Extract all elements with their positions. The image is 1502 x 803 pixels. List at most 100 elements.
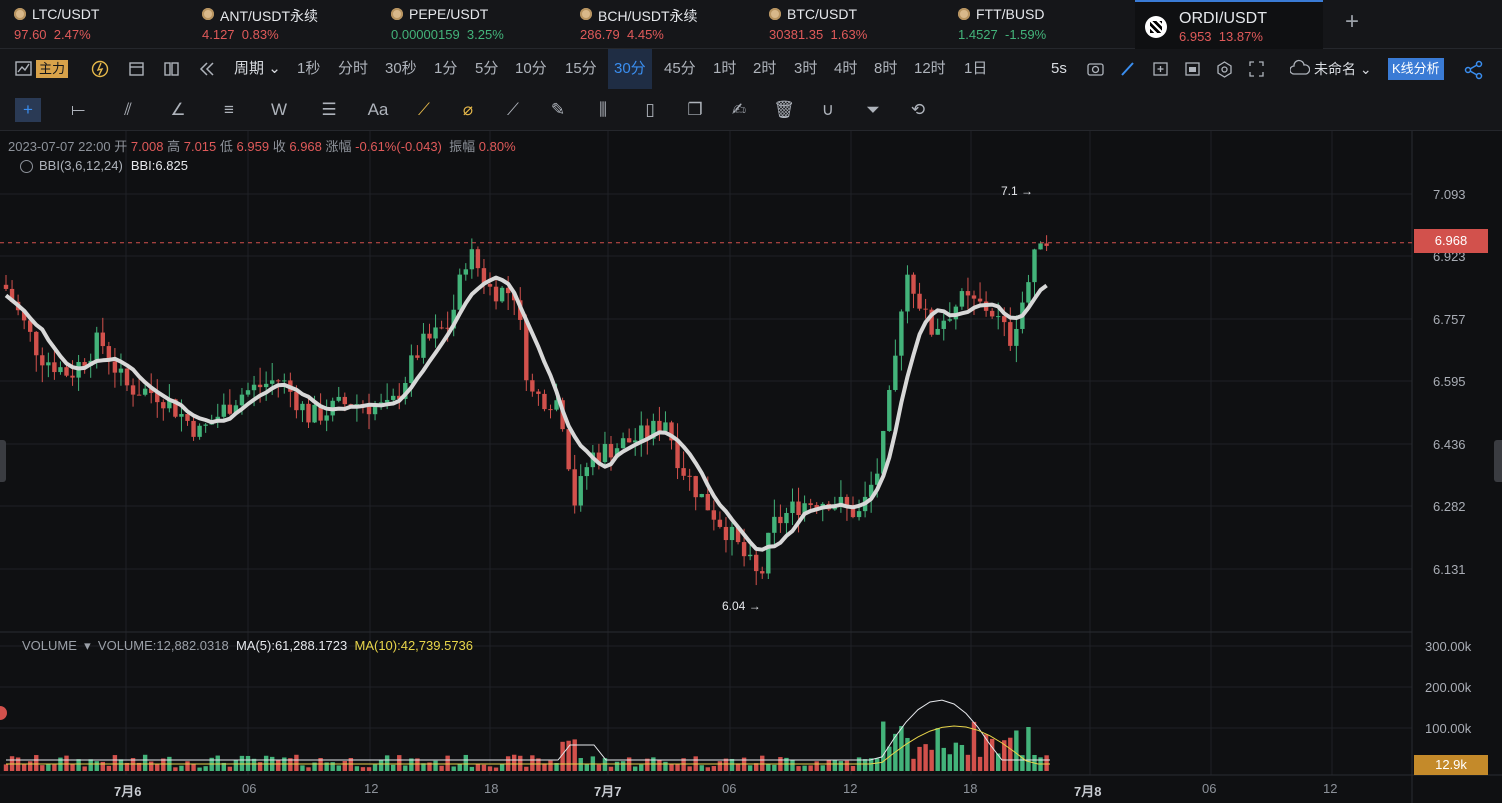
template-icon[interactable]	[1184, 49, 1202, 89]
share-icon[interactable]	[1464, 49, 1484, 89]
interval-3h[interactable]: 3时	[794, 60, 818, 77]
candle-body	[185, 414, 190, 421]
candle-body	[705, 493, 710, 511]
angle-icon[interactable]: ∠	[170, 100, 186, 119]
sync-icon[interactable]: ⟲	[910, 100, 926, 119]
crosshair-icon[interactable]: +	[15, 98, 41, 122]
layout-icon[interactable]	[163, 49, 181, 89]
ticker-value: 30381.35 1.63%	[769, 27, 868, 42]
gann-icon[interactable]: ☰	[321, 100, 337, 119]
ruler-icon[interactable]: ⟋	[507, 100, 519, 119]
eraser-icon[interactable]: ⌀	[462, 100, 474, 119]
note-icon[interactable]: ✍	[731, 100, 747, 119]
bbi-legend[interactable]: BBI(3,6,12,24) BBI:6.825	[20, 158, 188, 174]
visibility-icon[interactable]	[20, 160, 33, 174]
candle-body	[21, 310, 27, 321]
alert-marker[interactable]	[0, 706, 7, 720]
interval-45m[interactable]: 45分	[664, 60, 696, 77]
volume-bar	[717, 761, 723, 771]
add-chart-icon[interactable]	[1152, 49, 1170, 89]
volume-bar	[487, 766, 493, 771]
candle-body	[808, 503, 813, 506]
settings-icon[interactable]	[1216, 49, 1234, 89]
left-scroll-handle[interactable]	[0, 440, 6, 482]
interval-5m[interactable]: 5分	[475, 60, 499, 77]
candle-body	[384, 399, 390, 403]
volume-bar	[596, 764, 602, 771]
duplicate-icon[interactable]: ❐	[687, 100, 703, 119]
interval-30s[interactable]: 30秒	[385, 60, 417, 77]
volume-bar	[524, 766, 529, 771]
fib-icon[interactable]: ≡	[224, 100, 234, 119]
right-scroll-handle[interactable]	[1494, 440, 1502, 482]
ticker-ltc[interactable]: LTC/USDT 97.60 2.47%	[14, 0, 184, 48]
interval-1m[interactable]: 1分	[434, 60, 458, 77]
candle-body	[675, 440, 680, 469]
interval-10m[interactable]: 10分	[515, 60, 547, 77]
interval-1d[interactable]: 1日	[964, 60, 988, 77]
interval-1h[interactable]: 1时	[713, 60, 737, 77]
volume-bar	[415, 758, 420, 771]
candle-body	[790, 501, 795, 514]
kline-analysis-button[interactable]: K线分析	[1388, 58, 1444, 80]
candle-body	[457, 274, 462, 310]
cloud-save-icon[interactable]	[1289, 49, 1311, 89]
pen-icon[interactable]: ✎	[550, 100, 566, 119]
interval-1s[interactable]: 1秒	[297, 60, 321, 77]
ticker-ant[interactable]: ANT/USDT永续 4.127 0.83%	[202, 0, 372, 48]
text-icon[interactable]: Aa	[367, 100, 389, 119]
ticker-bch[interactable]: BCH/USDT永续 286.79 4.45%	[580, 0, 750, 48]
wave-icon[interactable]: W	[270, 100, 288, 119]
layout-name-dropdown[interactable]: 未命名 ⌄	[1314, 61, 1372, 77]
candle-body	[917, 293, 922, 309]
rewind-icon[interactable]	[198, 49, 216, 89]
ticker-pepe[interactable]: PEPE/USDT 0.00000159 3.25%	[391, 0, 561, 48]
chart-type-icon[interactable]	[15, 49, 33, 89]
candle-body	[965, 291, 971, 296]
camera-icon[interactable]	[1087, 49, 1105, 89]
flash-icon[interactable]	[91, 49, 109, 89]
volume-bar	[729, 758, 735, 771]
chevron-down-icon[interactable]: ▾	[84, 638, 91, 653]
volume-bar	[602, 758, 608, 771]
interval-30m[interactable]: 30分	[608, 49, 652, 89]
candle-body	[1026, 282, 1031, 303]
volume-bar	[433, 760, 438, 771]
volume-bar	[52, 764, 57, 771]
volume-bar	[663, 761, 668, 771]
magnet-icon[interactable]: ∪	[821, 100, 835, 119]
ticker-ordi-active[interactable]: ORDI/USDT 6.953 13.87%	[1135, 0, 1323, 50]
candles-icon[interactable]: ⫼	[599, 100, 607, 119]
draw-pen-icon[interactable]	[1119, 49, 1137, 89]
ticker-btc[interactable]: BTC/USDT 30381.35 1.63%	[769, 0, 939, 48]
calendar-icon[interactable]	[128, 49, 146, 89]
ticker-ftt[interactable]: FTT/BUSD 1.4527 -1.59%	[958, 0, 1128, 48]
refresh-rate[interactable]: 5s	[1051, 60, 1067, 77]
lock-icon[interactable]: ▯	[645, 100, 655, 119]
brush-icon[interactable]: ⟋	[418, 100, 430, 119]
interval-8h[interactable]: 8时	[874, 60, 898, 77]
parallel-channel-icon[interactable]: ⫽	[124, 100, 132, 119]
volume-ma5-line	[6, 699, 1050, 761]
interval-tick[interactable]: 分时	[338, 60, 369, 77]
volume-bar	[366, 767, 372, 771]
volume-bar	[639, 764, 644, 771]
interval-4h[interactable]: 4时	[834, 60, 858, 77]
horizontal-line-icon[interactable]: ⟝	[70, 100, 86, 119]
interval-15m[interactable]: 15分	[565, 60, 597, 77]
interval-12h[interactable]: 12时	[914, 60, 946, 77]
main-indicator-button[interactable]: 主力	[36, 60, 69, 78]
filter-icon[interactable]: ⏷	[866, 100, 880, 119]
interval-2h[interactable]: 2时	[753, 60, 777, 77]
fullscreen-icon[interactable]	[1248, 49, 1266, 89]
volume-bar	[469, 766, 475, 771]
candle-body	[941, 320, 946, 329]
time-tick: 06	[1202, 781, 1217, 796]
volume-bar	[324, 762, 329, 771]
period-dropdown[interactable]: 周期 ⌄	[234, 60, 281, 77]
trash-icon[interactable]: 🗑	[773, 100, 795, 119]
price-tick: 6.595	[1433, 374, 1466, 389]
coin-icon	[769, 8, 781, 20]
plus-icon[interactable]: +	[1345, 8, 1360, 35]
